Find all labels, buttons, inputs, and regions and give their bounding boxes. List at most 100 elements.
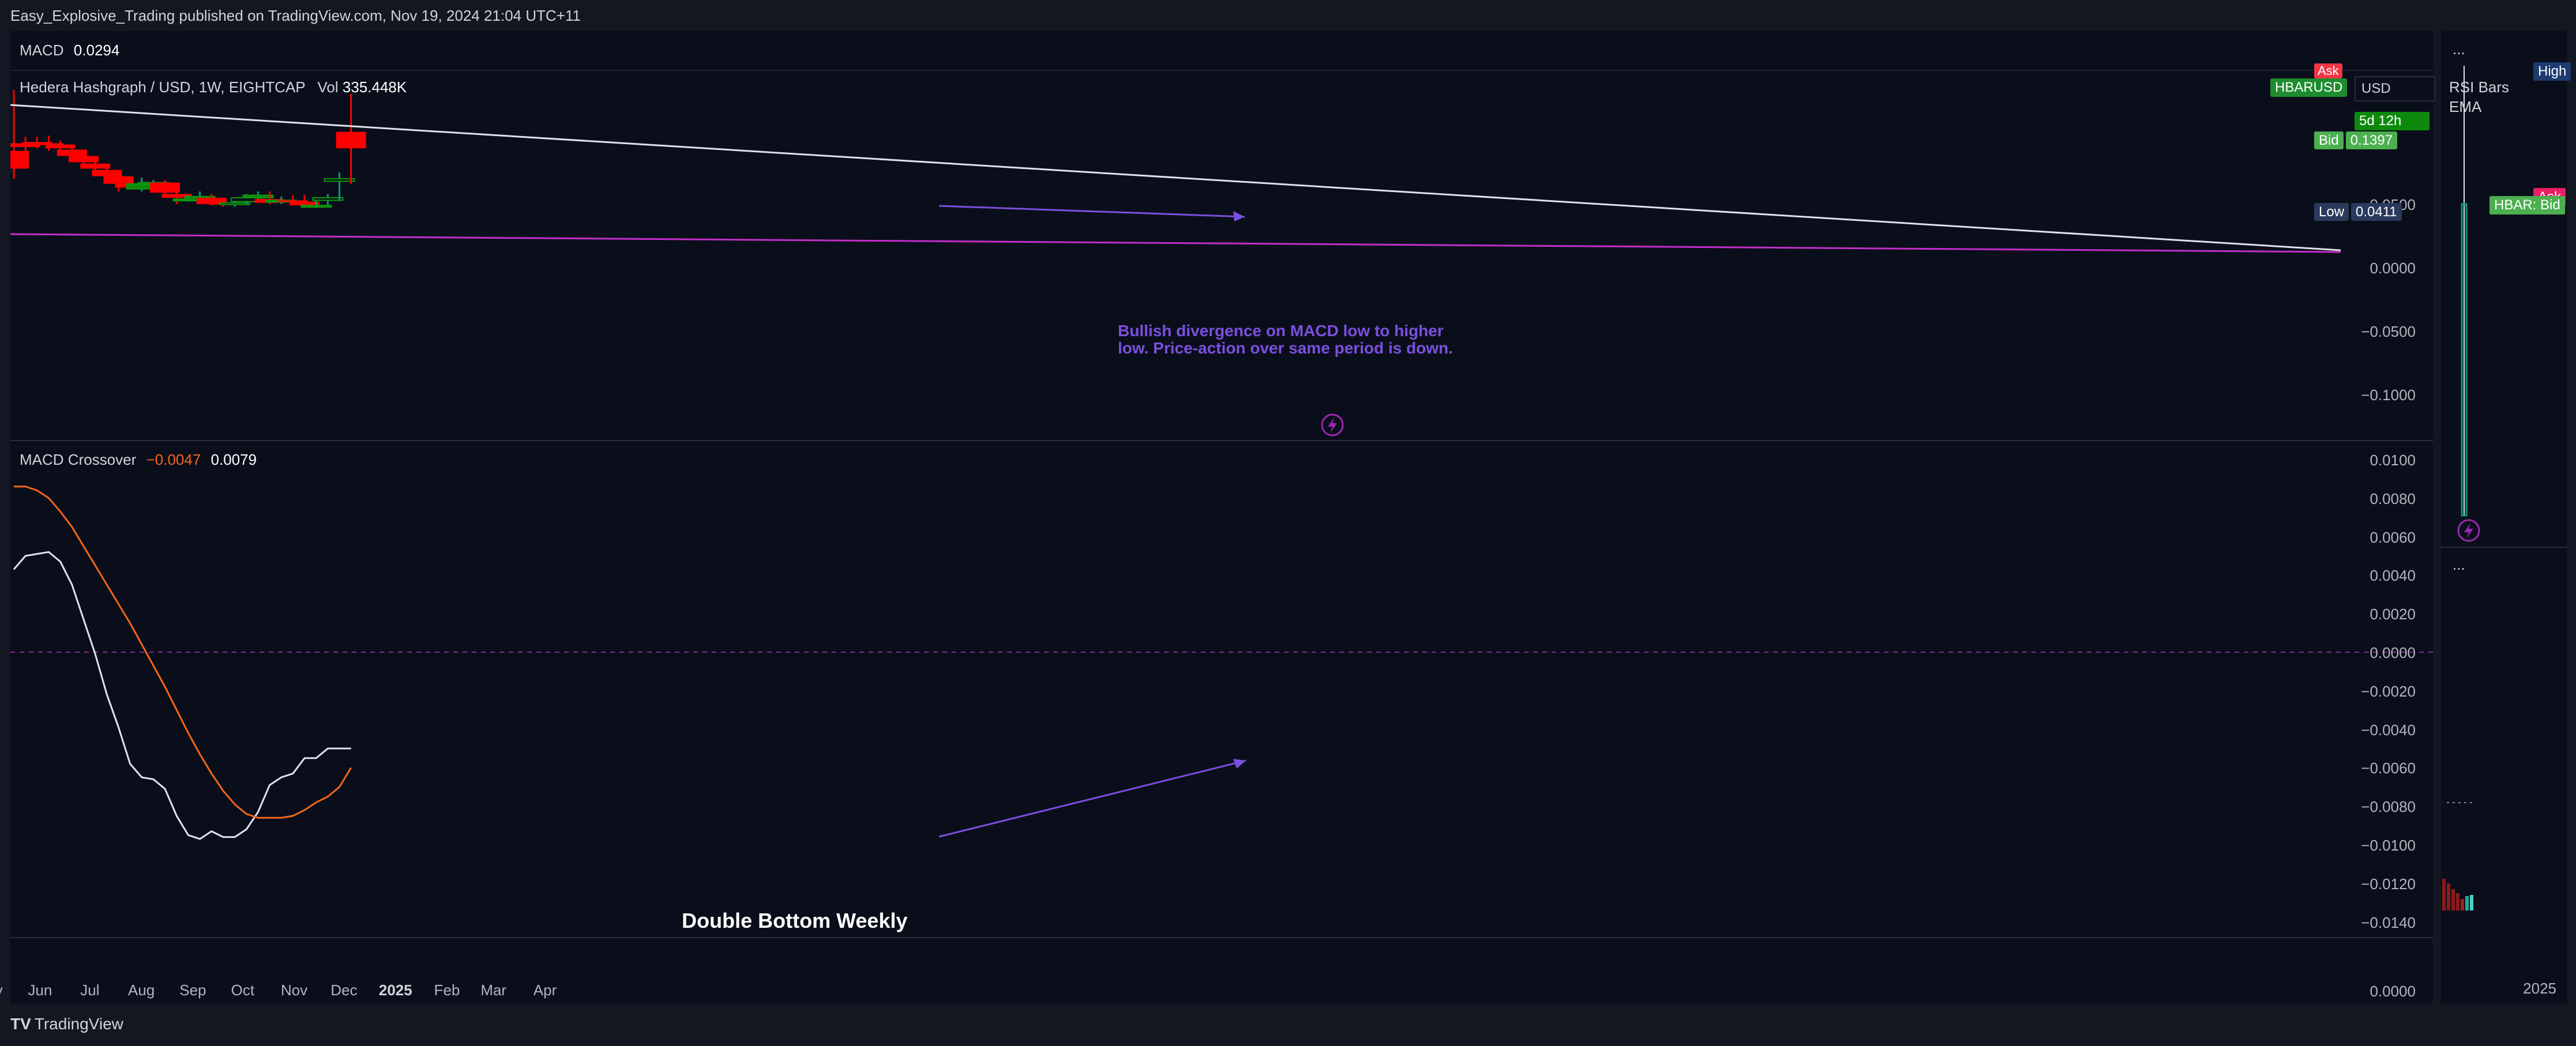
grid-lines: [10, 70, 2433, 938]
side-histogram: [2442, 879, 2473, 910]
price-y-tick: 0.0000: [2370, 259, 2416, 277]
bid-badge: Bid 0.1397: [2314, 131, 2398, 149]
logo-icon: TV: [10, 1015, 31, 1033]
x-axis-tick: May: [0, 981, 23, 999]
macd-value-2: 0.0079: [211, 451, 257, 468]
macd-line: [13, 551, 351, 840]
candle-body: [22, 142, 52, 144]
macd-y-tick: 0.0060: [2370, 528, 2416, 546]
x-axis-tick: Jun: [28, 981, 52, 999]
x-axis-tick: Feb: [434, 981, 460, 999]
bottom-axis-tick: 0.0000: [2370, 983, 2416, 1000]
bid-label: Bid: [2314, 131, 2344, 149]
divergence-annotation: Bullish divergence on MACD low to higher…: [1118, 322, 1453, 357]
x-axis-tick: Apr: [533, 981, 557, 999]
macd-pane-legend: MACD Crossover −0.0047 0.0079: [20, 451, 257, 469]
indicator-name: MACD: [20, 42, 64, 59]
side-chart-svg: [2441, 66, 2567, 910]
candle: [336, 93, 366, 184]
double-bottom-annotation: Double Bottom Weekly: [682, 909, 908, 932]
candle-body: [92, 170, 122, 176]
price-y-tick: −0.0500: [2361, 323, 2416, 340]
candle: [45, 141, 76, 150]
side-x-tick: 2025: [2523, 980, 2556, 997]
candle: [324, 172, 355, 201]
overlays-layer: [10, 104, 2341, 253]
side-panel[interactable]: ... RSI Bars EMA High Ask HBAR: Bid ... …: [2441, 31, 2571, 1003]
candle: [10, 90, 29, 179]
chart-area[interactable]: MACD 0.0294 Hedera Hashgraph / USD, 1W, …: [0, 31, 2435, 1003]
macd-y-tick: 0.0000: [2370, 644, 2416, 661]
macd-y-tick: −0.0120: [2361, 875, 2416, 893]
candle-body: [312, 197, 344, 201]
vol-label: Vol: [317, 78, 339, 96]
candle: [80, 158, 111, 171]
macd-y-tick: −0.0140: [2361, 913, 2416, 931]
tradingview-logo[interactable]: TV TradingView: [10, 1015, 123, 1033]
currency-button[interactable]: USD: [2355, 76, 2435, 101]
indicator-value: 0.0294: [73, 42, 120, 59]
macd-divergence-arrow: [938, 759, 1246, 838]
side-menu-icon-2[interactable]: ...: [2453, 556, 2465, 573]
macd-y-tick: 0.0080: [2370, 490, 2416, 507]
macd-y-tick: 0.0100: [2370, 451, 2416, 469]
macd-indicator-label: MACD 0.0294: [20, 42, 119, 59]
candle-body: [80, 163, 111, 169]
signal-line: [14, 486, 352, 819]
side-menu-icon[interactable]: ...: [2453, 40, 2465, 58]
candle-body: [33, 143, 64, 145]
low-value: 0.0411: [2351, 203, 2402, 221]
x-axis-tick: Jul: [80, 981, 100, 999]
x-axis-tick: Mar: [480, 981, 506, 999]
rsi-bars-label: RSI Bars: [2449, 78, 2510, 96]
symbol-description: Hedera Hashgraph / USD, 1W, EIGHTCAP: [20, 78, 306, 96]
symbol-badge: HBARUSD: [2270, 78, 2348, 97]
high-badge: High: [2533, 62, 2571, 81]
low-label: Low: [2314, 203, 2349, 221]
symbol-legend: Hedera Hashgraph / USD, 1W, EIGHTCAP Vol…: [20, 78, 407, 96]
macd-y-tick: −0.0020: [2361, 682, 2416, 700]
macd-lines-layer: [10, 486, 2433, 840]
bolt-icon[interactable]: [1321, 413, 1344, 437]
x-axis-tick: 2025: [378, 981, 412, 999]
ema-label: EMA: [2449, 98, 2482, 115]
candle: [312, 194, 344, 206]
candle: [22, 137, 52, 149]
candle: [103, 171, 134, 191]
macd-y-tick: 0.0040: [2370, 567, 2416, 585]
macd-divergence-arrowhead: [1233, 759, 1246, 769]
magenta-line: [10, 233, 2341, 253]
macd-value-1: −0.0047: [146, 451, 201, 468]
price-divergence-arrow: [938, 205, 1245, 218]
price-divergence-arrowhead: [1233, 211, 1245, 221]
candle-body: [242, 194, 274, 199]
candle-body: [57, 149, 87, 156]
macd-y-tick: 0.0020: [2370, 605, 2416, 623]
candles-layer: [10, 90, 366, 208]
candle: [162, 190, 192, 204]
candle-body: [219, 202, 251, 205]
macd-y-tick: −0.0080: [2361, 798, 2416, 816]
publisher-text: Easy_Explosive_Trading published on Trad…: [10, 7, 581, 24]
price-y-tick: −0.1000: [2361, 386, 2416, 404]
candle-body: [277, 200, 308, 202]
candle-body: [324, 178, 355, 182]
x-axis-tick: Dec: [331, 981, 358, 999]
countdown-badge: 5d 12h: [2355, 112, 2429, 130]
low-badge: Low 0.0411: [2314, 203, 2402, 221]
candle: [150, 180, 181, 194]
candle-body: [196, 198, 227, 204]
candle: [10, 137, 41, 164]
ask-badge: Ask: [2314, 63, 2342, 78]
main-chart-svg: [10, 70, 2433, 938]
candle-body: [45, 144, 76, 149]
hbar-badge: HBAR: Bid: [2489, 196, 2565, 215]
x-axis-tick: Sep: [179, 981, 206, 999]
candle-body: [336, 131, 366, 149]
vol-value: 335.448K: [342, 78, 407, 96]
candle-body: [290, 201, 320, 206]
x-axis-tick: Oct: [231, 981, 254, 999]
macd-y-tick: −0.0040: [2361, 721, 2416, 739]
macd-crossover-label: MACD Crossover: [20, 451, 137, 468]
side-bolt-icon[interactable]: [2457, 519, 2480, 542]
